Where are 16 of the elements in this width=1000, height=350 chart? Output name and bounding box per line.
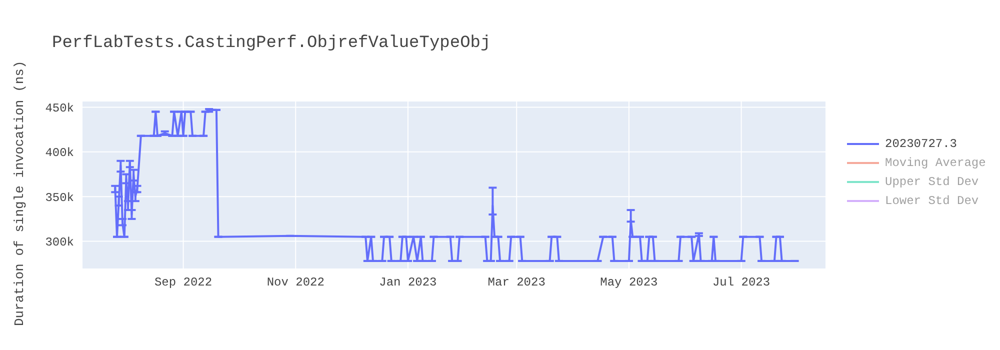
x-tick-label: Jul 2023 xyxy=(712,276,770,290)
legend-label: Lower Std Dev xyxy=(885,194,979,208)
chart-title: PerfLabTests.CastingPerf.ObjrefValueTypeObj xyxy=(52,34,491,53)
x-tick-label: Mar 2023 xyxy=(488,276,546,290)
y-tick-label: 450k xyxy=(45,102,74,116)
x-tick-label: May 2023 xyxy=(600,276,658,290)
y-tick-label: 350k xyxy=(45,190,74,205)
legend-label: Moving Average xyxy=(885,156,986,170)
x-tick-label: Nov 2022 xyxy=(266,276,324,290)
x-tick-label: Sep 2022 xyxy=(154,276,212,290)
y-axis-title: Duration of single invocation (ns) xyxy=(12,60,27,326)
legend-label: 20230727.3 xyxy=(885,136,958,150)
y-tick-label: 300k xyxy=(45,236,74,250)
y-tick-label: 400k xyxy=(45,146,74,160)
legend-label: Upper Std Dev xyxy=(885,174,979,188)
x-tick-label: Jan 2023 xyxy=(379,276,437,290)
